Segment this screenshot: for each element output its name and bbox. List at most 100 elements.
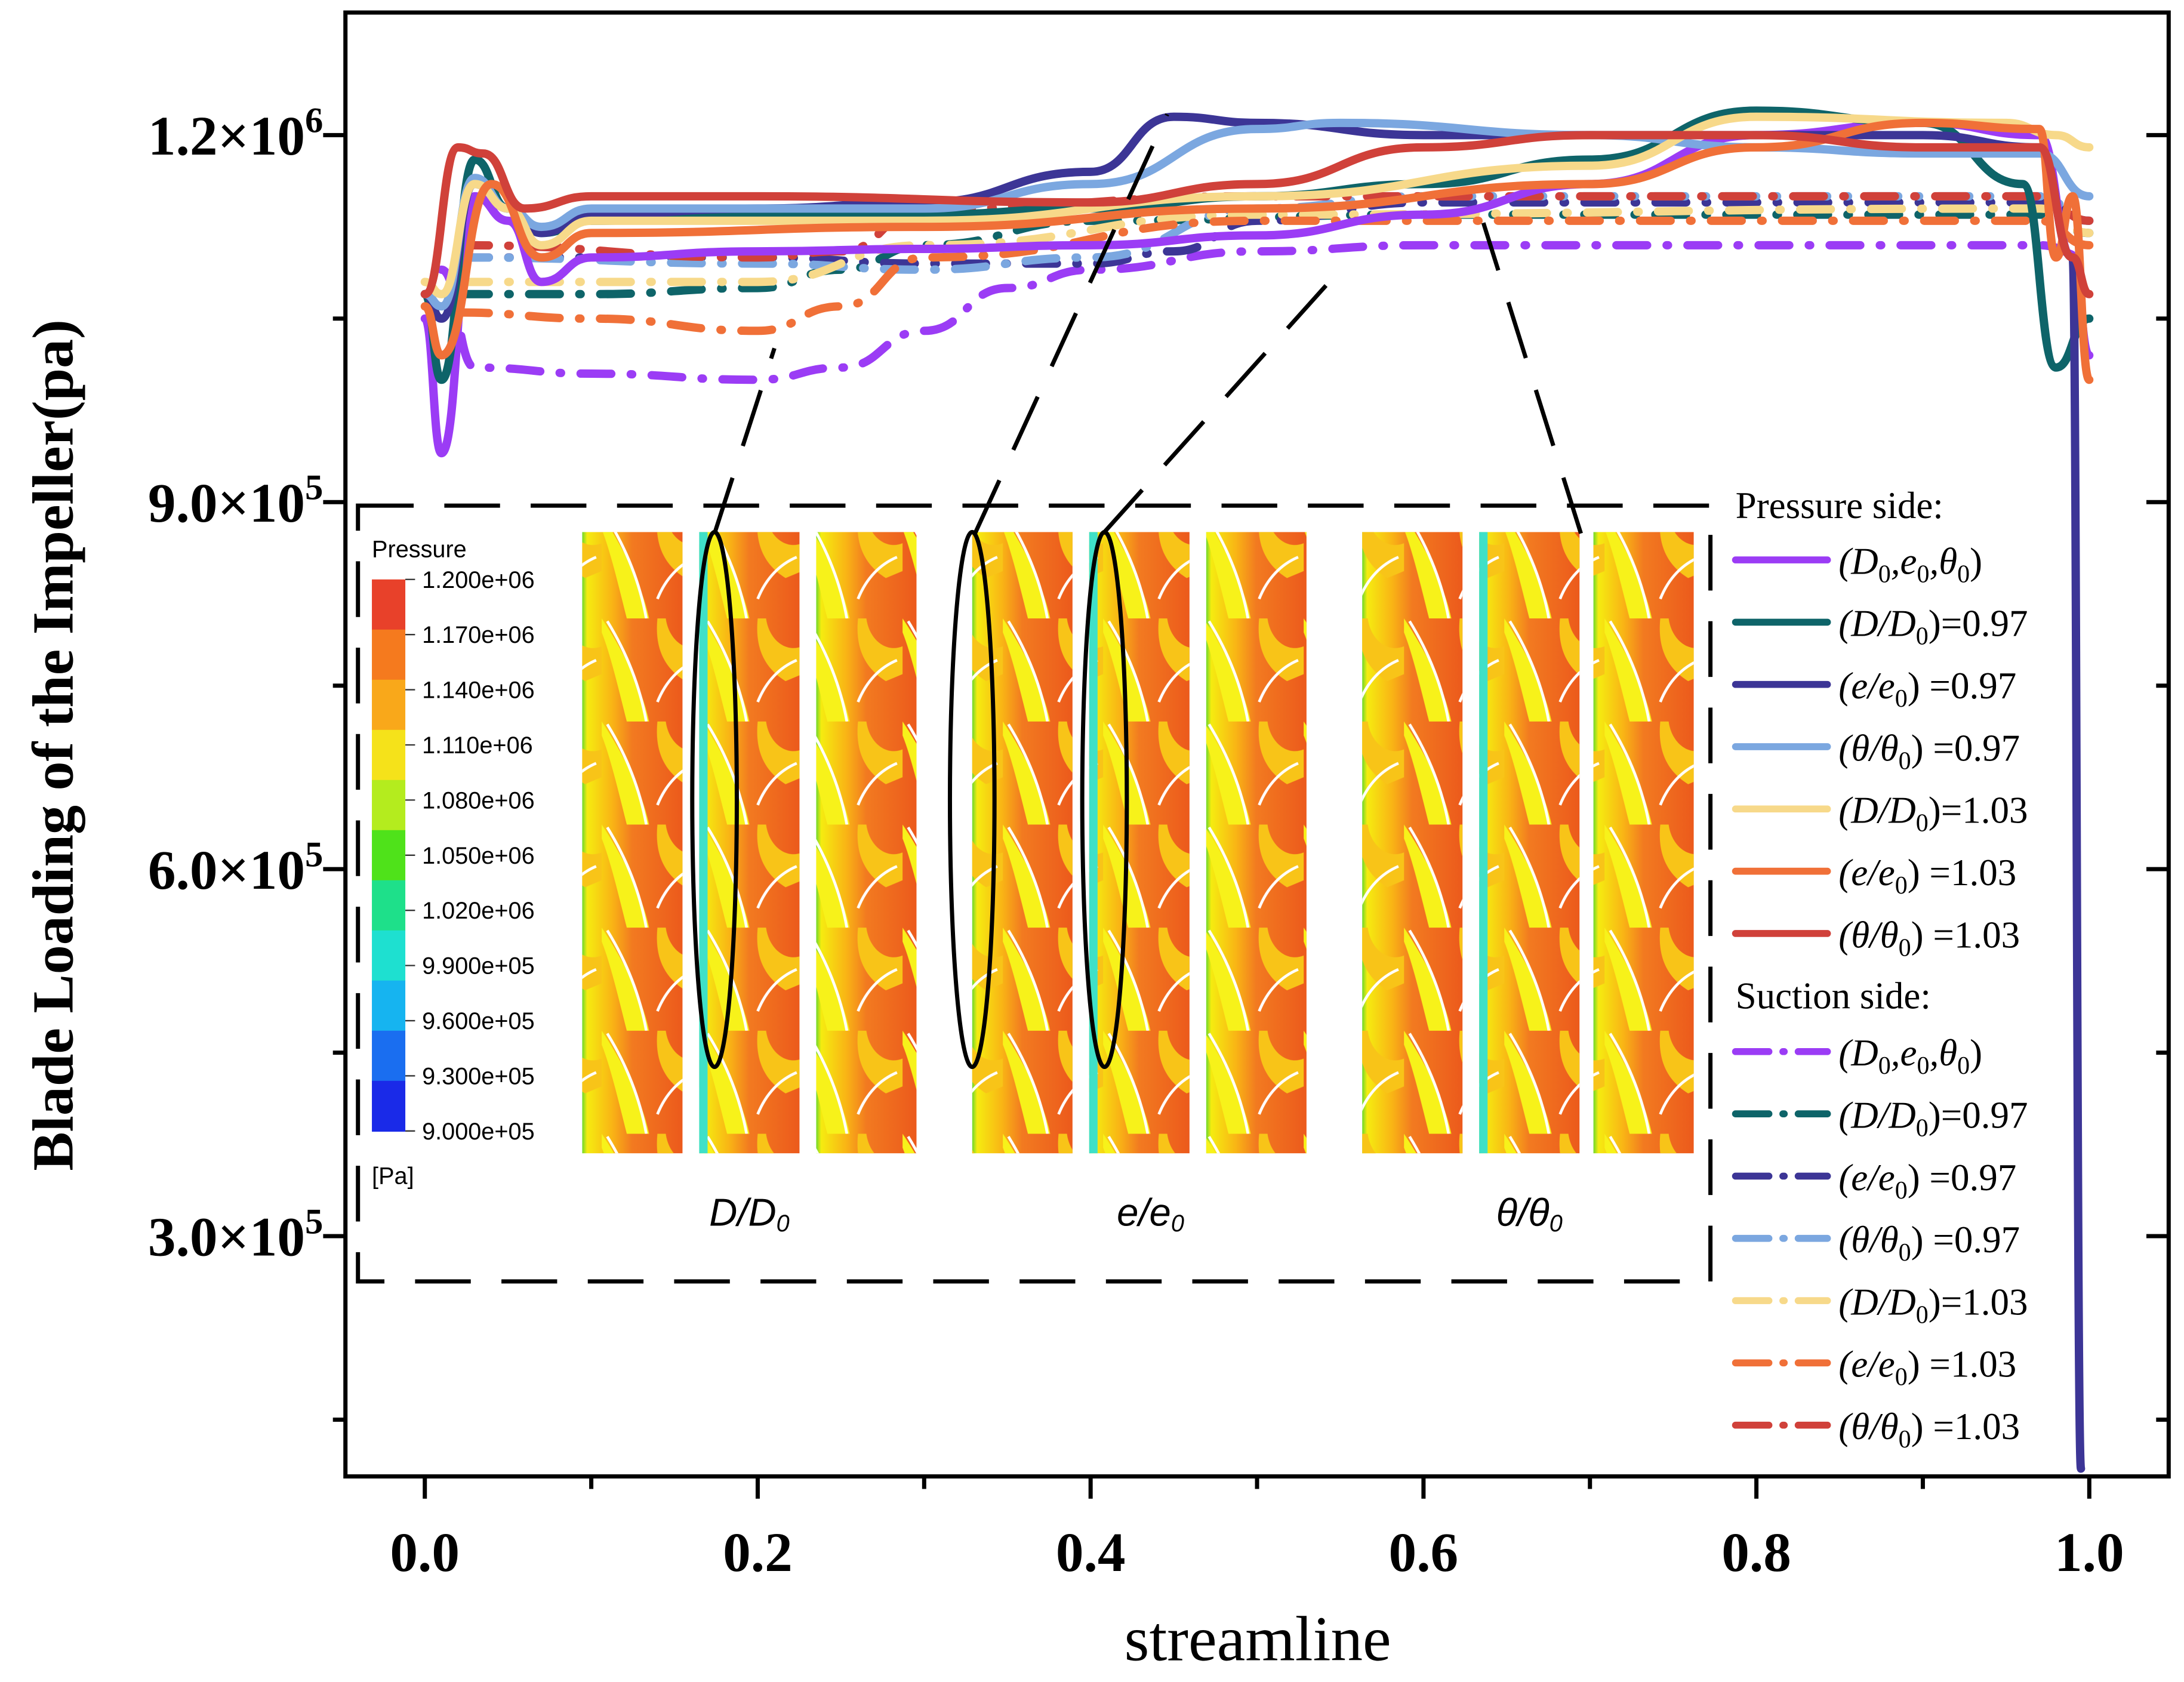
colorbar-label: 1.170e+06	[422, 622, 535, 648]
label-part: ) =0.97	[1911, 727, 2020, 769]
y-tick-label: 1.2×106	[148, 101, 324, 167]
subscript: 0	[1899, 1426, 1911, 1453]
blade-pattern	[1479, 532, 1580, 1154]
label-part: (D	[1838, 1032, 1878, 1074]
subscript: 0	[1878, 560, 1891, 588]
y-axis-title: Blade Loading of the Impeller(pa)	[21, 319, 85, 1170]
label-part: (D/D	[1838, 603, 1915, 645]
group-label-sub: 0	[1550, 1210, 1563, 1237]
series-line-suction	[454, 216, 2094, 335]
group-labels: D/D0 e/e0 θ/θ0	[709, 1191, 1563, 1237]
series-line-pressure	[420, 118, 2094, 384]
low-pressure-edge	[1089, 532, 1098, 1154]
series-line-suction	[454, 204, 2094, 287]
group-label: θ/θ0	[1496, 1191, 1563, 1237]
label-part: (e/e	[1838, 852, 1895, 894]
label-part: ) =1.03	[1911, 914, 2020, 956]
colorbar-swatch	[372, 980, 406, 1031]
legend-label: (e/e0) =1.03	[1838, 852, 2016, 899]
y-tick-base: 1.2×10	[148, 106, 305, 167]
label-part: ) =0.97	[1908, 665, 2017, 707]
legend-label: (e/e0) =0.97	[1838, 665, 2016, 713]
y-tick-exponent: 5	[305, 834, 323, 874]
legend-label: (D/D0)=1.03	[1838, 1281, 2028, 1329]
colorbar-label: 1.050e+06	[422, 843, 535, 869]
group-label-sub: 0	[777, 1210, 790, 1237]
low-pressure-edge	[699, 532, 708, 1154]
group-label-main: D/D	[709, 1191, 777, 1234]
group-label: D/D0	[709, 1191, 790, 1237]
label-part: (θ/θ	[1838, 1406, 1898, 1447]
highlight-ellipse	[947, 529, 997, 1070]
legend-label: (e/e0) =1.03	[1838, 1344, 2016, 1391]
y-tick-exponent: 5	[305, 1202, 323, 1242]
colorbar-label: 1.200e+06	[422, 567, 535, 593]
label-part: ,θ	[1929, 1032, 1957, 1074]
x-tick-label: 0.4	[1056, 1522, 1126, 1584]
subscript: 0	[1895, 1364, 1908, 1391]
subscript: 0	[1916, 1114, 1929, 1142]
y-tick-base: 3.0×10	[148, 1207, 305, 1268]
legend-label: (e/e0) =0.97	[1838, 1157, 2016, 1204]
colorbar-swatch	[372, 679, 406, 731]
legend-label: (θ/θ0) =1.03	[1838, 1406, 2020, 1453]
colorbar-label: 9.000e+05	[422, 1119, 535, 1145]
blade-pattern	[1089, 532, 1190, 1154]
legend-label: (D0,e0,θ0)	[1838, 540, 1982, 588]
label-part: )	[1970, 1032, 1982, 1074]
blade-pattern	[816, 532, 917, 1154]
group-label-sub: 0	[1171, 1210, 1184, 1237]
subscript: 0	[1917, 560, 1929, 588]
tick-labels: 0.0 0.2 0.4 0.6 0.8 1.01.2×1069.0×1056.0×1053…	[148, 101, 2124, 1584]
colorbar-swatch	[372, 629, 406, 680]
label-part: (θ/θ	[1838, 727, 1898, 769]
x-tick-label: 0.2	[723, 1522, 793, 1584]
colorbar-swatch	[372, 930, 406, 981]
label-part: (θ/θ	[1838, 1219, 1898, 1261]
x-axis-title: streamline	[1125, 1604, 1391, 1675]
label-part: (e/e	[1838, 665, 1895, 707]
label-part: )=0.97	[1929, 603, 2028, 645]
subscript: 0	[1895, 872, 1908, 899]
legend-label: (D/D0)=0.97	[1838, 1094, 2028, 1142]
label-part: ,e	[1891, 540, 1917, 582]
label-part: ) =1.03	[1908, 852, 2017, 894]
x-tick-label: 0.0	[390, 1522, 460, 1584]
blade-pattern	[699, 532, 800, 1154]
inset-dashed-box	[356, 503, 1713, 1284]
group-label-main: θ/θ	[1496, 1191, 1550, 1234]
label-part: ) =1.03	[1908, 1344, 2017, 1385]
colorbar-swatch	[372, 1030, 406, 1082]
contour-panel	[1206, 532, 1307, 1154]
leader-line	[1101, 284, 1328, 535]
label-part: (D/D	[1838, 790, 1915, 831]
colorbar-label: 1.140e+06	[422, 677, 535, 704]
colorbar-swatch	[372, 579, 406, 630]
subscript: 0	[1899, 747, 1911, 775]
label-part: ) =0.97	[1908, 1157, 2017, 1199]
x-tick-label: 0.8	[1721, 1522, 1791, 1584]
subscript: 0	[1916, 1301, 1929, 1329]
colorbar-label: 9.900e+05	[422, 953, 535, 979]
legend-label: (θ/θ0) =1.03	[1838, 914, 2020, 962]
group-label: e/e0	[1117, 1191, 1184, 1237]
contour-panel	[582, 532, 683, 1154]
y-tick-label: 6.0×105	[148, 834, 324, 901]
label-part: ,θ	[1929, 540, 1957, 582]
colorbar-label: 9.600e+05	[422, 1008, 535, 1034]
label-part: ,e	[1891, 1032, 1917, 1074]
legend-label: (D/D0)=0.97	[1838, 603, 2028, 651]
colorbar-swatch	[372, 1080, 406, 1132]
label-part: (D/D	[1838, 1094, 1915, 1136]
x-tick-label: 0.6	[1389, 1522, 1459, 1584]
low-pressure-edge	[1479, 532, 1488, 1154]
colorbar-title: Pressure	[372, 536, 467, 562]
legend-label: (θ/θ0) =0.97	[1838, 727, 2020, 775]
x-tick-label: 1.0	[2054, 1522, 2124, 1584]
label-part: )=0.97	[1929, 1094, 2028, 1136]
series-line-suction	[437, 241, 2094, 384]
colorbar-swatch	[372, 780, 406, 831]
legend-label: (D/D0)=1.03	[1838, 790, 2028, 837]
y-tick-base: 9.0×10	[148, 473, 305, 534]
